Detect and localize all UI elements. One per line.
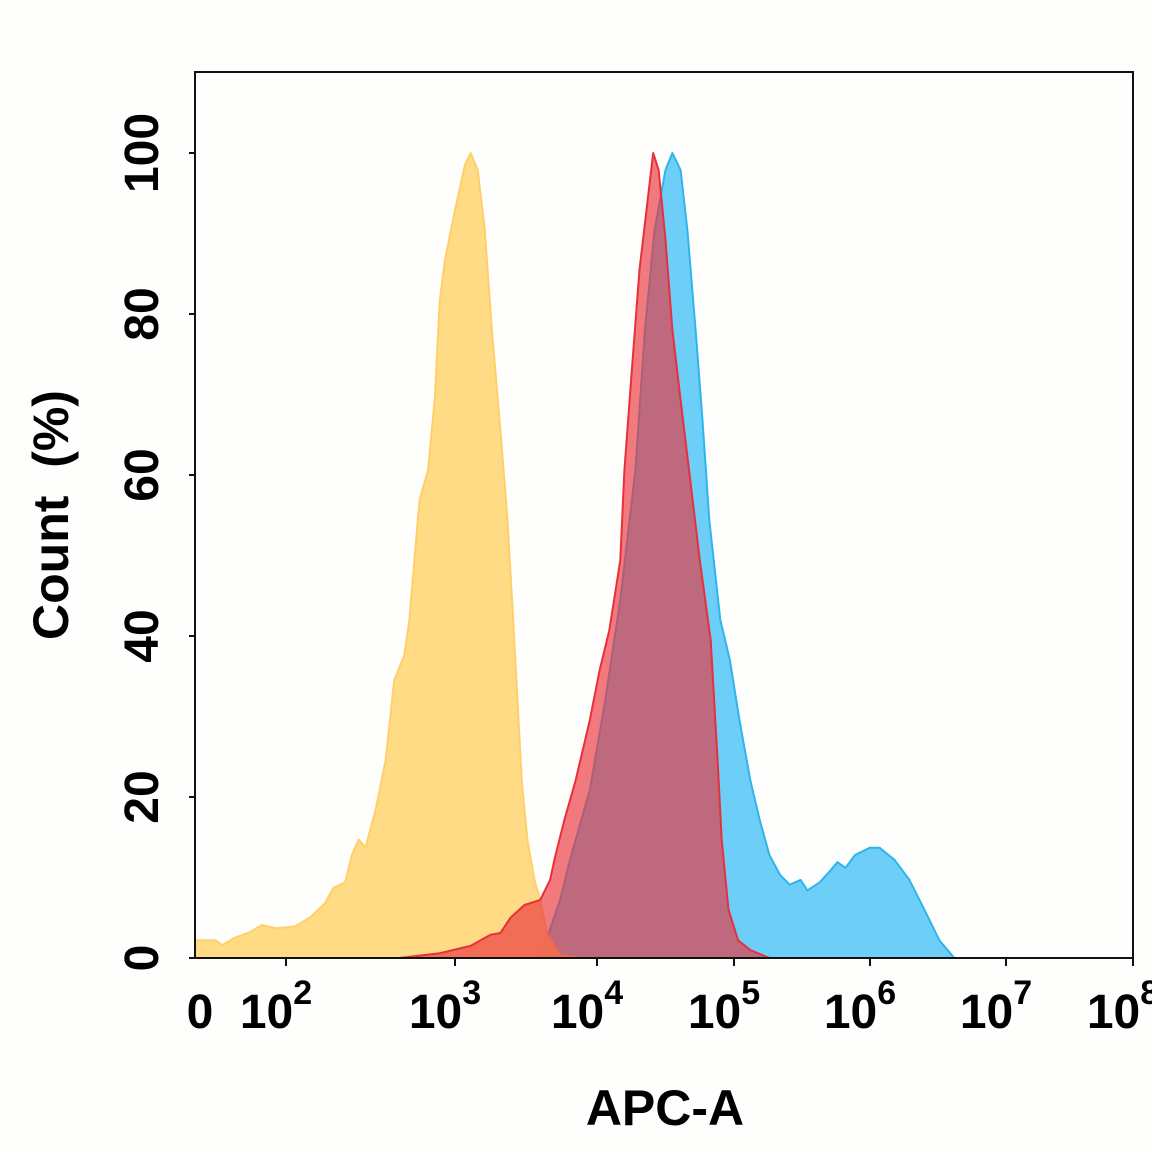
y-tick-label: 100 <box>116 113 169 193</box>
x-tick-label: 0 <box>187 986 214 1039</box>
y-tick-label: 60 <box>116 448 169 501</box>
y-tick-label: 80 <box>116 287 169 340</box>
plot-frame <box>194 71 1134 959</box>
y-tick-label: 20 <box>116 770 169 823</box>
x-tick-label: 105 <box>688 974 760 1039</box>
y-axis-title: Count (%) <box>23 390 79 640</box>
red-histogram <box>398 152 771 959</box>
y-tick-label: 0 <box>116 945 169 972</box>
x-tick-label: 107 <box>960 974 1032 1039</box>
x-tick-label: 108 <box>1087 974 1152 1039</box>
x-axis: 0 102 103 104 105 106 107 108 <box>187 958 1152 1039</box>
y-tick-label: 40 <box>116 609 169 662</box>
x-tick-label: 103 <box>409 974 481 1039</box>
x-axis-title: APC-A <box>586 1080 744 1136</box>
series-layer <box>194 152 956 959</box>
x-tick-label: 102 <box>240 974 312 1039</box>
y-axis: 0 20 40 60 80 100 <box>116 113 195 971</box>
yellow-histogram <box>194 152 581 959</box>
x-tick-label: 106 <box>824 974 896 1039</box>
x-tick-label: 104 <box>551 974 623 1039</box>
